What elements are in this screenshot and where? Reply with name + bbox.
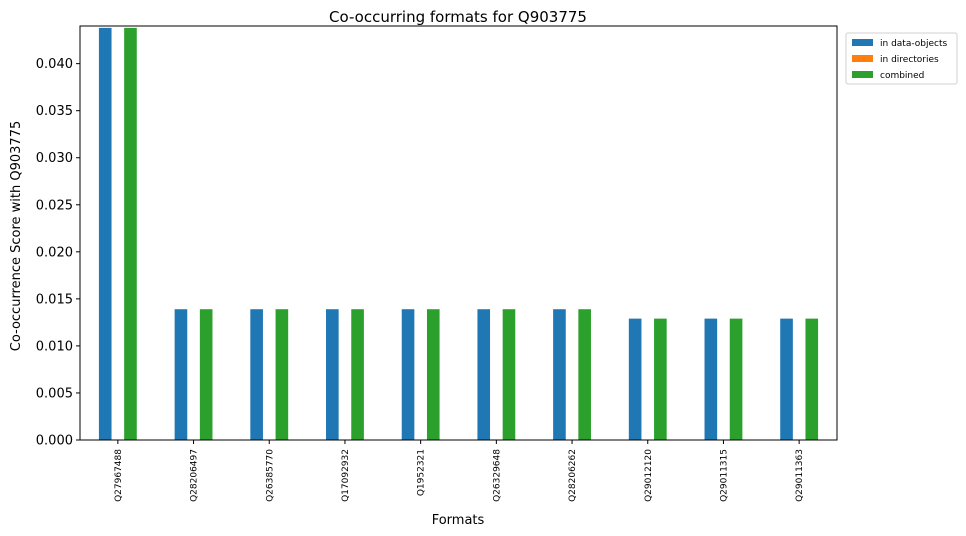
x-tick-label: Q29011363 bbox=[795, 449, 805, 502]
legend-swatch bbox=[852, 39, 873, 46]
y-tick-label: 0.025 bbox=[36, 198, 73, 213]
x-tick-label: Q28206497 bbox=[190, 449, 200, 502]
y-axis: 0.000 0.005 0.010 0.015 0.020 0.025 0.030 0.035… bbox=[36, 57, 80, 449]
legend-label: in data-objects bbox=[880, 39, 947, 49]
x-tick-label: Q17092932 bbox=[341, 449, 351, 502]
x-axis-title: Formats bbox=[432, 513, 485, 528]
y-tick-label: 0.005 bbox=[36, 386, 73, 401]
y-tick-label: 0.015 bbox=[36, 292, 73, 307]
bar-combined-Q29012120 bbox=[654, 318, 667, 440]
legend-label: combined bbox=[880, 71, 924, 81]
bar-in-data-objects-Q26329648 bbox=[477, 309, 491, 440]
chart-title: Co-occurring formats for Q903775 bbox=[329, 8, 587, 26]
x-tick-label: Q27967488 bbox=[114, 449, 124, 502]
legend-label: in directories bbox=[880, 55, 939, 65]
bar-combined-Q17092932 bbox=[351, 309, 364, 440]
bar-in-data-objects-Q1952321 bbox=[401, 309, 415, 440]
bar-combined-Q28206497 bbox=[199, 309, 213, 440]
bar-combined-Q29011315 bbox=[729, 318, 743, 440]
legend-box bbox=[845, 32, 958, 85]
y-axis-title: Co-occurrence Score with Q903775 bbox=[9, 121, 24, 352]
bar-in-data-objects-Q28206262 bbox=[553, 309, 566, 440]
bar-in-data-objects-Q29011315 bbox=[704, 318, 718, 440]
legend-swatch bbox=[852, 71, 873, 78]
bar-in-data-objects-Q28206497 bbox=[174, 309, 188, 440]
legend: in data-objects in directories combined bbox=[845, 32, 958, 85]
x-tick-label: Q29011315 bbox=[719, 449, 729, 502]
plot-frame bbox=[79, 25, 838, 441]
bar-in-data-objects-Q27967488 bbox=[98, 27, 112, 440]
x-tick-label: Q26385770 bbox=[265, 449, 275, 502]
bar-combined-Q29011363 bbox=[805, 318, 819, 440]
bar-combined-Q1952321 bbox=[426, 309, 440, 440]
bar-combined-Q26329648 bbox=[502, 309, 516, 440]
bar-in-data-objects-Q29012120 bbox=[628, 318, 642, 440]
bar-in-data-objects-Q17092932 bbox=[326, 309, 339, 440]
y-tick-label: 0.040 bbox=[36, 57, 73, 72]
bar-in-data-objects-Q29011363 bbox=[780, 318, 793, 440]
y-tick-label: 0.020 bbox=[36, 245, 73, 260]
x-axis: Q27967488 Q28206497 Q26385770 Q17092932 Q195… bbox=[114, 440, 805, 502]
bar-combined-Q27967488 bbox=[124, 27, 137, 440]
bar-combined-Q28206262 bbox=[578, 309, 591, 440]
x-tick-label: Q26329648 bbox=[492, 449, 502, 502]
x-tick-label: Q28206262 bbox=[568, 449, 578, 502]
y-tick-label: 0.010 bbox=[36, 339, 73, 354]
x-tick-label: Q1952321 bbox=[417, 449, 427, 496]
y-tick-label: 0.030 bbox=[36, 151, 73, 166]
y-tick-label: 0.035 bbox=[36, 104, 73, 119]
bars-layer bbox=[98, 27, 819, 440]
x-tick-label: Q29012120 bbox=[644, 449, 654, 502]
y-tick-label: 0.000 bbox=[36, 434, 73, 449]
legend-swatch bbox=[852, 55, 873, 62]
bar-in-data-objects-Q26385770 bbox=[250, 309, 263, 440]
bar-combined-Q26385770 bbox=[275, 309, 289, 440]
